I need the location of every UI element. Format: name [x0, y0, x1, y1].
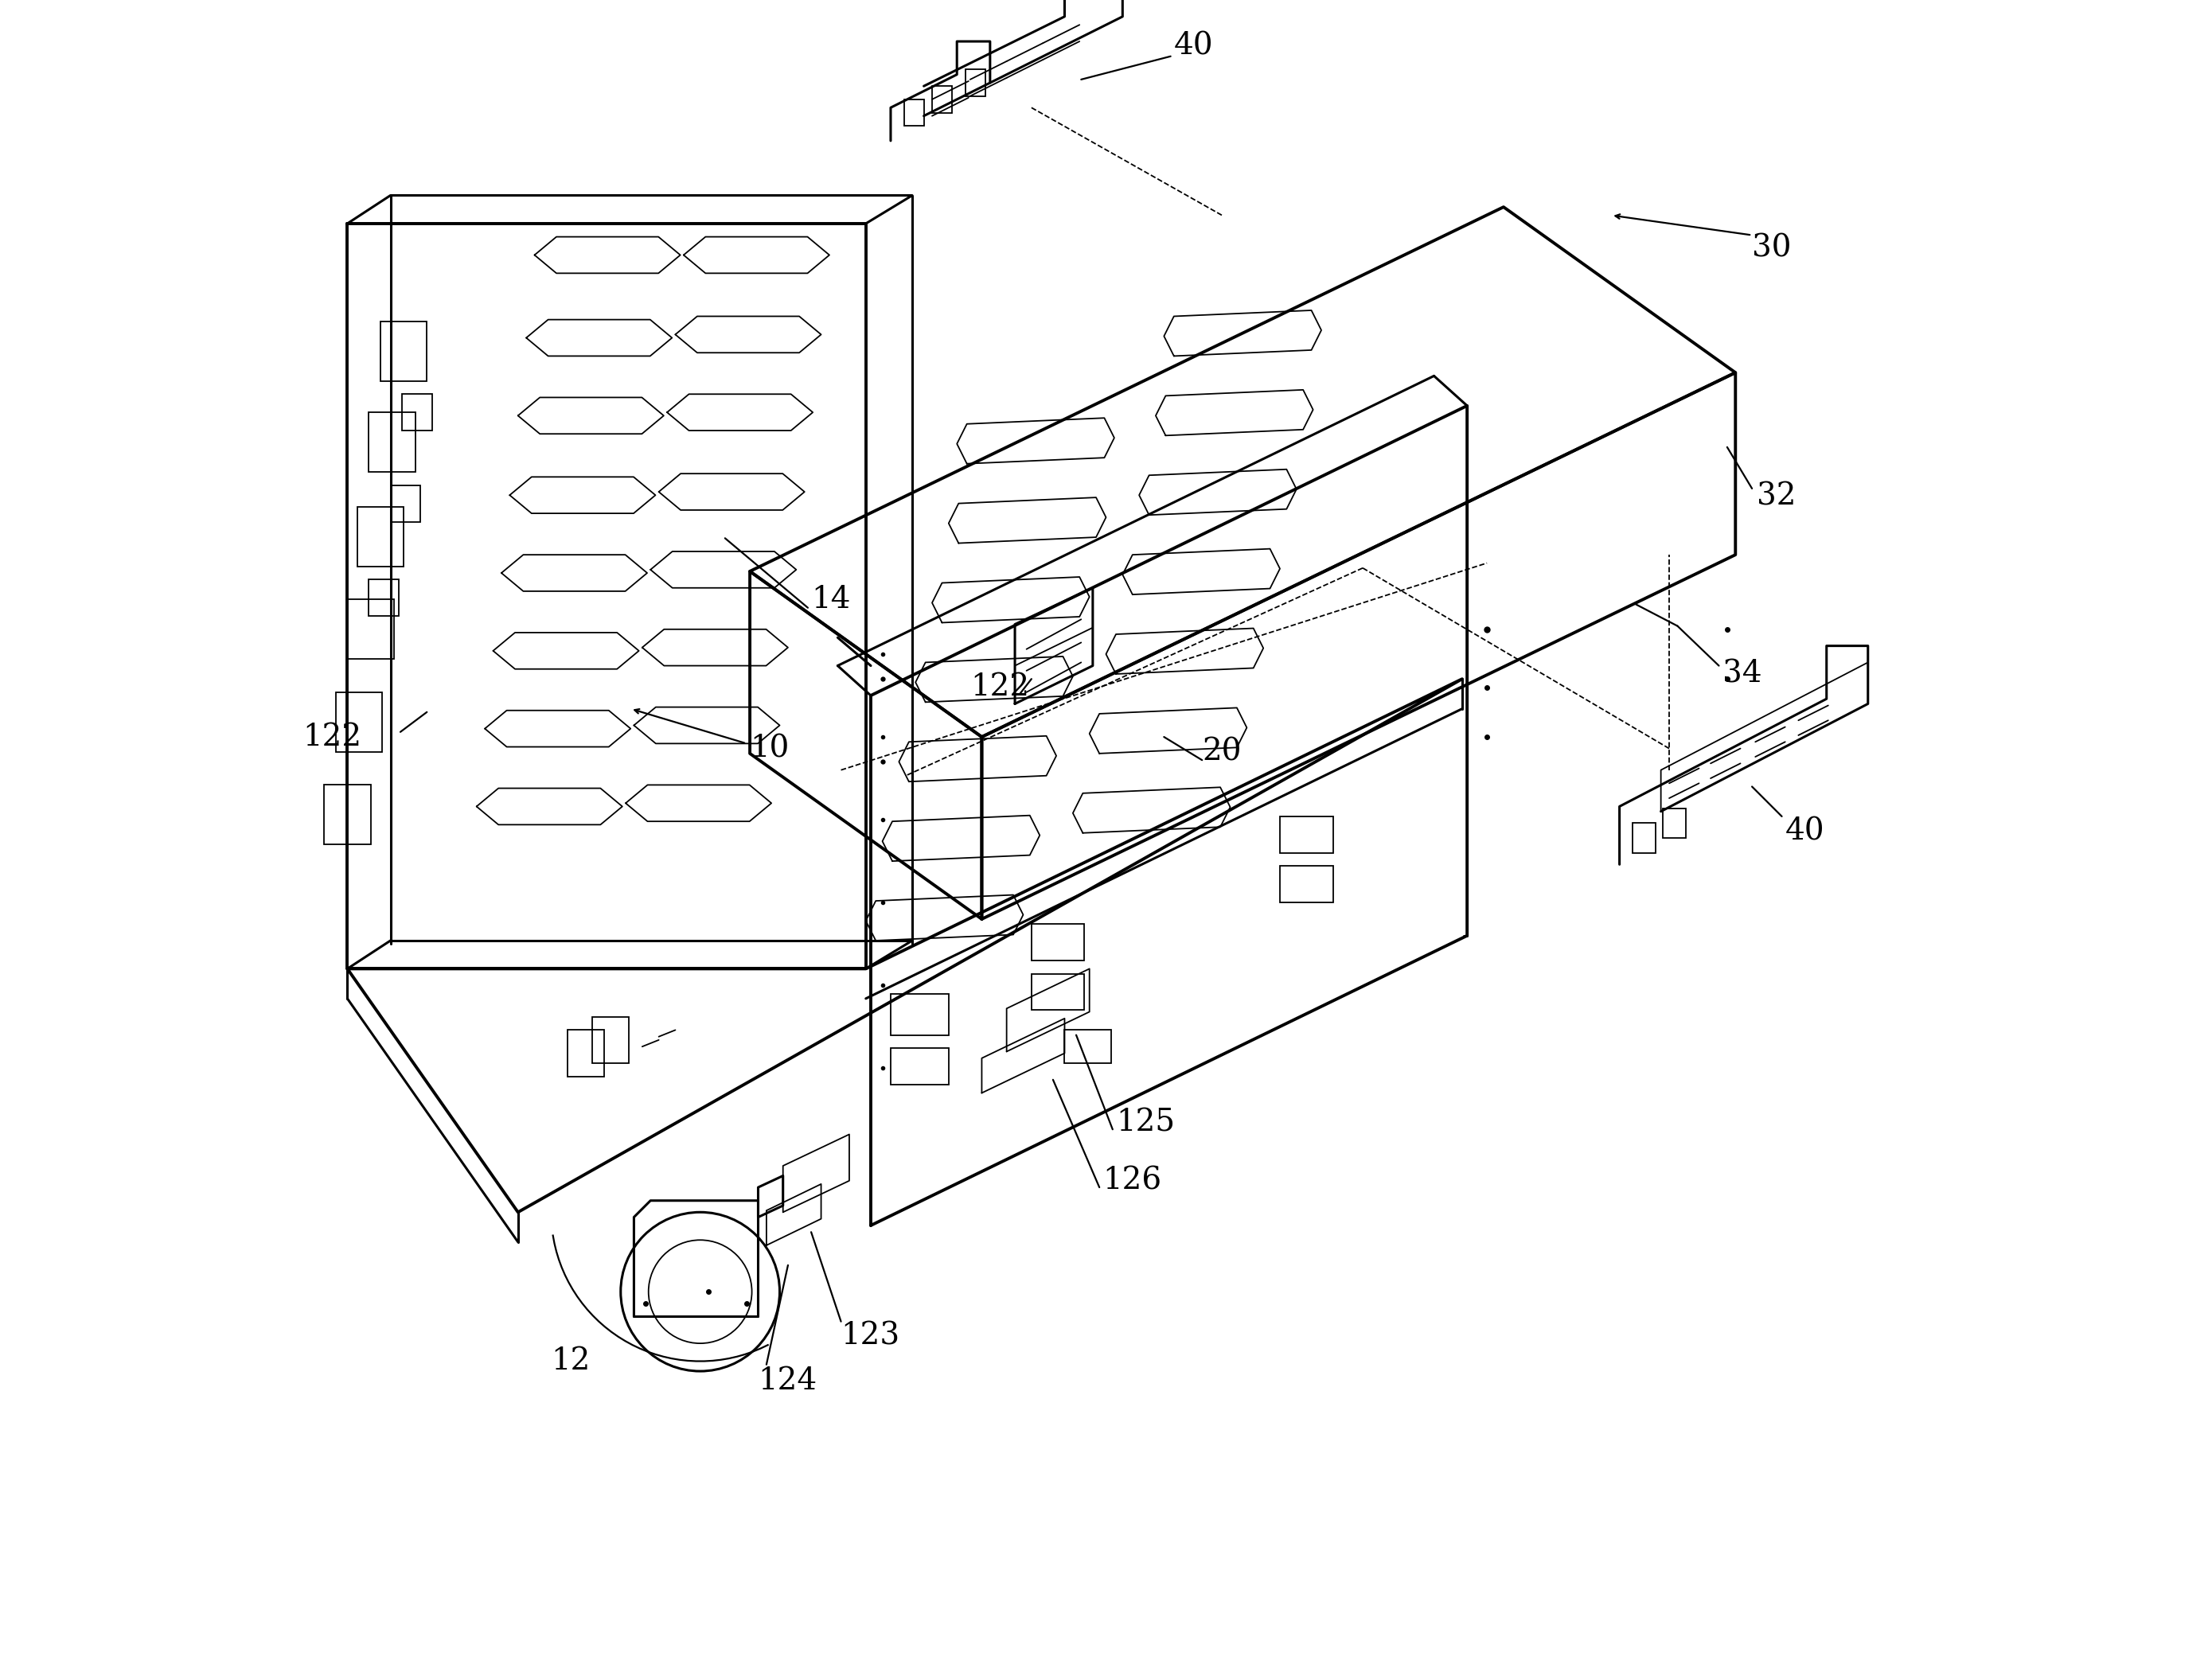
Text: 20: 20: [1201, 737, 1241, 767]
Text: 122: 122: [303, 722, 361, 752]
Text: 30: 30: [1752, 233, 1792, 263]
Bar: [380, 321, 427, 381]
Bar: [1031, 924, 1084, 960]
Text: 126: 126: [1104, 1166, 1161, 1196]
Text: 40: 40: [1175, 31, 1214, 61]
Text: 12: 12: [551, 1346, 591, 1376]
Text: 125: 125: [1115, 1108, 1175, 1138]
Text: 123: 123: [841, 1321, 900, 1351]
Bar: [1281, 816, 1334, 853]
Text: 34: 34: [1723, 659, 1761, 689]
Bar: [1031, 974, 1084, 1010]
Bar: [1064, 1030, 1110, 1063]
Text: 32: 32: [1756, 482, 1796, 512]
Text: 122: 122: [971, 672, 1029, 702]
Bar: [1281, 866, 1334, 903]
Bar: [325, 785, 372, 845]
Bar: [891, 994, 949, 1035]
Bar: [369, 412, 416, 472]
Text: 40: 40: [1785, 816, 1825, 846]
Bar: [891, 1048, 949, 1085]
Bar: [358, 507, 403, 566]
Bar: [593, 1017, 628, 1063]
Bar: [931, 86, 951, 113]
Bar: [1663, 808, 1686, 838]
Bar: [369, 580, 398, 616]
Bar: [403, 394, 431, 431]
Bar: [964, 70, 984, 96]
Bar: [336, 692, 383, 752]
Bar: [347, 599, 394, 659]
Bar: [1632, 823, 1657, 853]
Bar: [392, 485, 420, 522]
Text: 10: 10: [750, 734, 790, 763]
Bar: [905, 99, 925, 126]
Text: 14: 14: [812, 585, 852, 614]
Text: 124: 124: [759, 1366, 816, 1396]
Bar: [568, 1030, 604, 1076]
